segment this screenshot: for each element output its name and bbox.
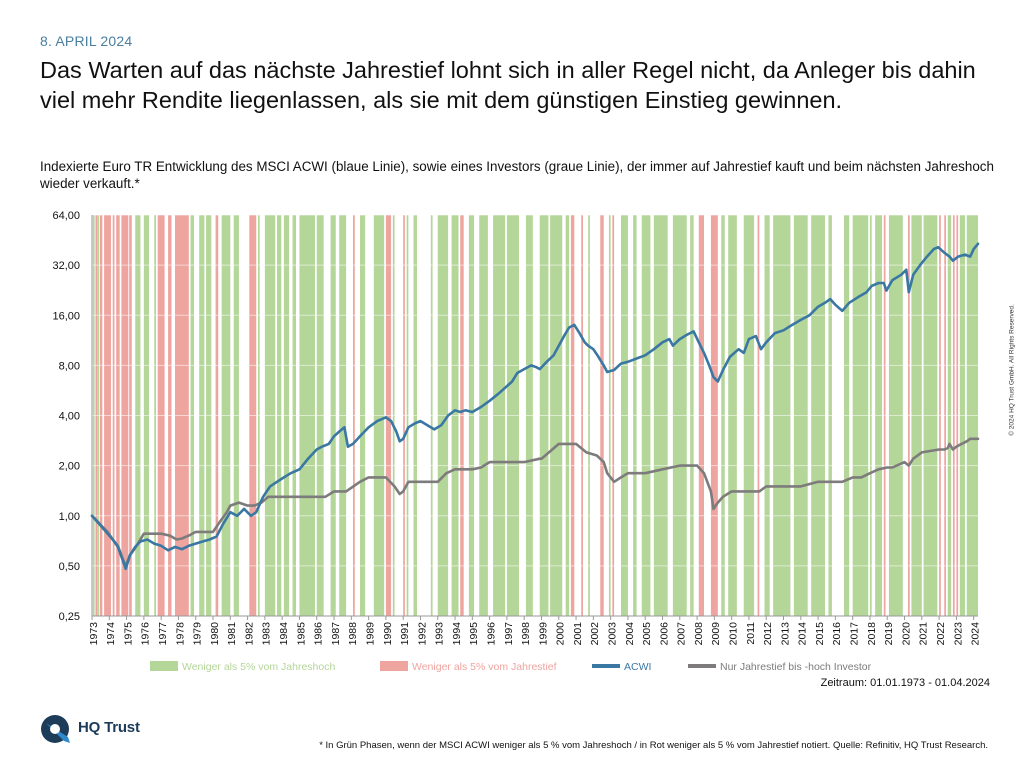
y-tick-label: 16,00 [52,310,80,322]
x-tick-label: 2006 [658,622,670,646]
x-tick-label: 2003 [606,622,618,646]
x-tick-label: 1992 [416,622,428,646]
report-date: 8. APRIL 2024 [40,33,133,49]
x-tick-label: 1985 [295,622,307,646]
x-tick-label: 2008 [693,622,705,646]
x-tick-label: 2024 [970,622,982,646]
x-tick-label: 1973 [88,622,100,646]
x-tick-label: 1986 [313,622,325,646]
series-lines [90,242,980,571]
y-tick-label: 0,25 [59,611,80,623]
y-tick-label: 64,00 [52,210,80,222]
y-axis: 0,25 0,50 1,00 2,00 4,00 8,00 16,00 32,00 64,00 [52,210,978,623]
x-tick-label: 1982 [243,622,255,646]
footnote: * In Grün Phasen, wenn der MSCI ACWI wen… [319,740,988,751]
legend: Weniger als 5% vom Jahreshoch Weniger als… [150,661,872,673]
period-note: Zeitraum: 01.01.1973 - 01.04.2024 [820,677,990,689]
legend-swatch [688,664,716,668]
legend-swatch [592,664,620,668]
x-tick-label: 2023 [952,622,964,646]
y-tick-label: 32,00 [52,260,80,272]
legend-label: Weniger als 5% vom Jahrestief [412,661,557,673]
x-tick-label: 2016 [831,622,843,646]
x-tick-label: 1981 [226,622,238,646]
x-tick-label: 1988 [347,622,359,646]
x-tick-label: 1990 [382,622,394,646]
x-tick-label: 2004 [624,622,636,646]
x-tick-label: 1995 [468,622,480,646]
x-tick-label: 2001 [572,622,584,646]
x-tick-label: 2021 [918,622,930,646]
x-tick-label: 1983 [261,622,273,646]
x-tick-label: 1975 [122,622,134,646]
x-tick-label: 1997 [503,622,515,646]
x-axis: 1973 1974 1975 1976 1977 1978 1979 1980 1981 1982… [88,616,982,645]
y-tick-label: 2,00 [59,461,80,473]
x-tick-label: 2002 [589,622,601,646]
x-tick-label: 1998 [520,622,532,646]
y-tick-label: 0,50 [59,561,80,573]
x-tick-label: 2022 [935,622,947,646]
x-tick-label: 2018 [866,622,878,646]
x-tick-label: 1979 [192,622,204,646]
legend-swatch [150,661,178,671]
x-tick-label: 1980 [209,622,221,646]
x-tick-label: 2000 [555,622,567,646]
hq-trust-logo-icon [41,715,70,743]
y-tick-label: 8,00 [59,360,80,372]
investor-line [90,437,980,568]
x-tick-label: 1993 [434,622,446,646]
brand-name: HQ Trust [78,719,140,736]
x-tick-label: 2009 [710,622,722,646]
x-tick-label: 2014 [797,622,809,646]
x-tick-label: 2017 [849,622,861,646]
legend-label: Weniger als 5% vom Jahreshoch [182,661,335,673]
y-tick-label: 4,00 [59,411,80,423]
x-tick-label: 1984 [278,622,290,646]
legend-label: Nur Jahrestief bis -hoch Investor [720,661,872,673]
x-tick-label: 2007 [676,622,688,646]
x-tick-label: 1996 [485,622,497,646]
acwi-line [90,242,980,571]
y-tick-label: 1,00 [59,511,80,523]
x-tick-label: 1991 [399,622,411,646]
x-tick-label: 2011 [745,622,757,645]
x-tick-label: 1974 [105,622,117,646]
x-tick-label: 1994 [451,622,463,646]
x-tick-label: 1999 [537,622,549,646]
x-tick-label: 2020 [900,622,912,646]
x-tick-label: 1989 [364,622,376,646]
chart-subtitle: Indexierte Euro TR Entwicklung des MSCI … [40,159,994,191]
x-tick-label: 1977 [157,622,169,646]
x-tick-label: 2005 [641,622,653,646]
headline: Das Warten auf das nächste Jahrestief lo… [40,57,976,113]
x-tick-label: 2010 [728,622,740,646]
x-tick-label: 2012 [762,622,774,646]
x-tick-label: 1978 [174,622,186,646]
x-tick-label: 1987 [330,622,342,646]
x-tick-label: 1976 [140,622,152,646]
copyright-note: © 2024 HQ Trust GmbH. All Rights Reserve… [1008,304,1016,436]
legend-label: ACWI [624,661,651,673]
x-tick-label: 2013 [779,622,791,646]
x-tick-label: 2015 [814,622,826,646]
x-tick-label: 2019 [883,622,895,646]
legend-swatch [380,661,408,671]
